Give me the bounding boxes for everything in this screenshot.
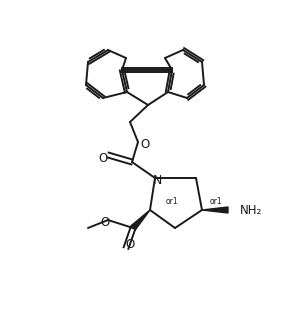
Text: or1: or1 xyxy=(210,197,222,207)
Text: O: O xyxy=(140,138,150,150)
Text: O: O xyxy=(100,215,110,228)
Polygon shape xyxy=(131,210,150,230)
Text: N: N xyxy=(152,174,162,186)
Text: O: O xyxy=(125,238,135,250)
Text: or1: or1 xyxy=(166,197,178,207)
Polygon shape xyxy=(202,207,228,213)
Text: NH₂: NH₂ xyxy=(240,205,262,217)
Text: O: O xyxy=(98,151,108,164)
